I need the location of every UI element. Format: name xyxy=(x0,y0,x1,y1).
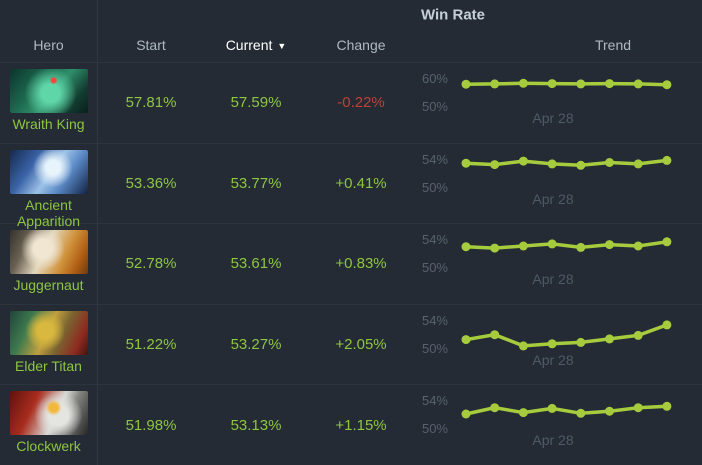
current-winrate-value: 57.59% xyxy=(230,94,282,112)
hero-portrait[interactable] xyxy=(9,149,88,194)
start-winrate-value: 51.22% xyxy=(125,336,177,354)
trend-xlabel: Apr 28 xyxy=(532,271,574,288)
change-winrate-value: -0.22% xyxy=(337,94,385,112)
column-header-change[interactable]: Change xyxy=(336,37,386,53)
trend-ytick-bottom: 50% xyxy=(421,340,448,356)
column-header-trend-label: Trend xyxy=(594,37,632,53)
column-header-hero: Hero xyxy=(33,37,64,53)
trend-ytick-bottom: 50% xyxy=(421,179,448,195)
hero-row[interactable]: Wraith King 57.81% 57.59% -0.22% 60% 50%… xyxy=(0,62,702,143)
trend-ytick-top: 60% xyxy=(421,71,448,86)
start-winrate-value: 52.78% xyxy=(125,255,177,273)
hero-portrait[interactable] xyxy=(9,69,88,113)
start-winrate-value: 51.98% xyxy=(125,416,177,434)
start-winrate-value: 53.36% xyxy=(125,174,177,192)
change-winrate-value: +2.05% xyxy=(335,336,387,354)
trend-ytick-bottom: 50% xyxy=(421,99,448,114)
column-header-current[interactable]: Current ▼ xyxy=(205,37,307,53)
trend-xlabel: Apr 28 xyxy=(532,351,574,368)
current-winrate-value: 53.77% xyxy=(230,174,282,192)
trend-ytick-bottom: 50% xyxy=(421,421,448,437)
trend-sparkline xyxy=(461,78,672,90)
hero-row[interactable]: Clockwerk 51.98% 53.13% +1.15% 54% 50% A… xyxy=(0,384,702,465)
trend-sparkline xyxy=(461,320,672,351)
hero-column-divider xyxy=(97,0,98,465)
trend-chart: 54% 50% Apr 28 xyxy=(415,305,702,385)
hero-cell: Elder Titan xyxy=(0,305,97,385)
trend-sparkline xyxy=(461,237,672,253)
hero-name[interactable]: Wraith King xyxy=(12,116,85,132)
trend-chart: 54% 50% Apr 28 xyxy=(415,385,702,465)
trend-ytick-bottom: 50% xyxy=(421,260,448,276)
trend-sparkline xyxy=(461,402,672,419)
trend-ytick-top: 54% xyxy=(421,151,448,167)
hero-portrait[interactable] xyxy=(9,230,88,275)
sort-descending-icon: ▼ xyxy=(277,41,287,51)
trend-ytick-top: 54% xyxy=(421,312,448,328)
hero-name[interactable]: Elder Titan xyxy=(15,357,82,374)
trend-ytick-top: 54% xyxy=(421,232,448,248)
hero-portrait[interactable] xyxy=(9,310,88,355)
hero-name[interactable]: Ancient Apparition xyxy=(16,196,81,229)
hero-cell: Wraith King xyxy=(0,63,97,143)
table-body: Wraith King 57.81% 57.59% -0.22% 60% 50%… xyxy=(0,62,702,465)
hero-row[interactable]: Elder Titan 51.22% 53.27% +2.05% 54% 50%… xyxy=(0,303,702,385)
trend-xlabel: Apr 28 xyxy=(532,432,574,449)
trend-sparkline xyxy=(461,155,672,170)
table-title-row: Win Rate xyxy=(0,0,702,28)
hero-portrait[interactable] xyxy=(9,391,88,436)
trend-xlabel: Apr 28 xyxy=(532,190,574,207)
hero-row[interactable]: Ancient Apparition 53.36% 53.77% +0.41% … xyxy=(0,142,702,229)
trend-chart: 54% 50% Apr 28 xyxy=(415,144,702,224)
hero-cell: Clockwerk xyxy=(0,385,97,465)
current-winrate-value: 53.27% xyxy=(230,336,282,354)
change-winrate-value: +1.15% xyxy=(335,416,387,434)
current-winrate-value: 53.61% xyxy=(230,255,282,273)
current-winrate-value: 53.13% xyxy=(230,416,282,434)
trend-xlabel: Apr 28 xyxy=(532,110,574,126)
table-title: Win Rate xyxy=(420,6,486,24)
change-winrate-value: +0.83% xyxy=(335,255,387,273)
hero-row[interactable]: Juggernaut 52.78% 53.61% +0.83% 54% 50% … xyxy=(0,223,702,304)
hero-name[interactable]: Juggernaut xyxy=(13,277,84,294)
trend-chart: 60% 50% Apr 28 xyxy=(415,63,702,143)
trend-chart: 54% 50% Apr 28 xyxy=(415,224,702,304)
hero-cell: Juggernaut xyxy=(0,224,97,304)
column-header-row: Hero Start Current ▼ Change Trend xyxy=(0,28,702,62)
hero-cell: Ancient Apparition xyxy=(0,144,97,229)
trend-ytick-top: 54% xyxy=(421,393,448,409)
column-header-current-label: Current xyxy=(225,37,273,53)
column-header-start[interactable]: Start xyxy=(136,37,166,53)
hero-name[interactable]: Clockwerk xyxy=(16,438,81,455)
change-winrate-value: +0.41% xyxy=(335,174,387,192)
start-winrate-value: 57.81% xyxy=(125,94,177,112)
